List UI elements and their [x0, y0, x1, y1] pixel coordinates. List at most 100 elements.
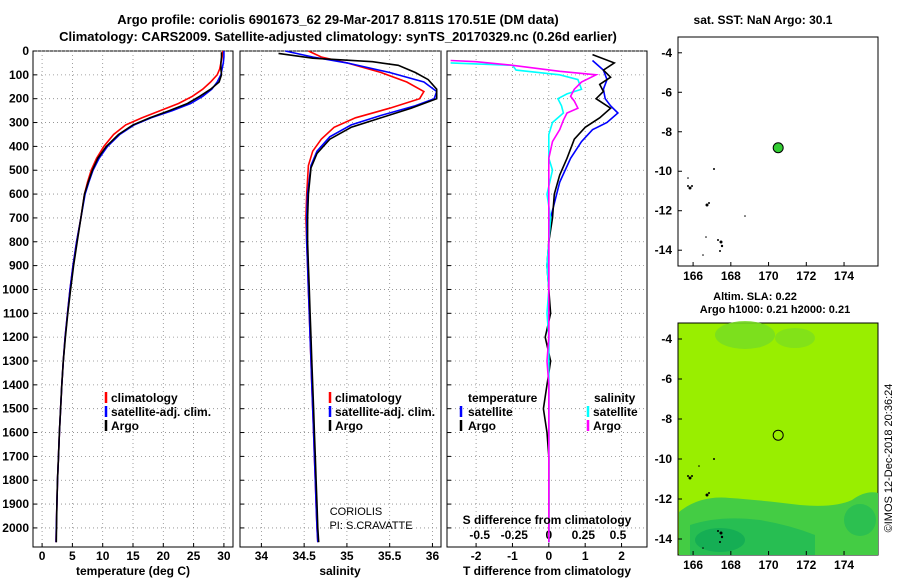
legend-climatology-label: climatology [111, 391, 178, 405]
depth-axis: 0 100 200 300 400 500 600 700 800 900 1000 1100 1200… [2, 44, 29, 535]
temperature-tick-label: 25 [187, 549, 201, 563]
temperature-tick-label: 10 [96, 549, 110, 563]
legend-argo-label: Argo [111, 419, 139, 433]
depth-tick-label: 400 [9, 139, 29, 153]
salinity-diff-tick-label: 0.25 [572, 528, 596, 542]
sla-field-patches [679, 321, 878, 555]
sla-map-axes: 166 168 170 172 174 -4 -6 -8 -10 -12 -14 [655, 332, 855, 572]
salinity-annotation-line1: CORIOLIS [330, 506, 383, 518]
latitude-tick-label: -6 [661, 372, 672, 386]
depth-tick-label: 300 [9, 116, 29, 130]
difference-temperature-legend: temperature satellite Argo [459, 391, 538, 433]
sla-map-islands [687, 458, 724, 549]
depth-tick-label: 1900 [2, 497, 29, 511]
latitude-tick-label: -10 [655, 164, 673, 178]
legend-satellite-label: satellite-adj. clim. [111, 405, 211, 419]
salinity-diff-tick-label: -0.5 [469, 528, 490, 542]
depth-tick-label: 700 [9, 211, 29, 225]
legend-salinity-header: salinity [594, 391, 636, 405]
temperature-lines [55, 50, 225, 543]
figure-title-line2: Climatology: CARS2009. Satellite-adjuste… [59, 29, 617, 44]
longitude-tick-label: 168 [721, 558, 741, 572]
latitude-tick-label: -14 [655, 532, 673, 546]
legend-sal-argo-label: Argo [593, 419, 621, 433]
longitude-tick-label: 166 [683, 269, 703, 283]
sst-map-panel: sat. SST: NaN Argo: 30.1 166 168 170 172 174… [655, 13, 879, 283]
legend-temperature-header: temperature [468, 391, 538, 405]
sst-map-islands [687, 168, 746, 256]
difference-x-axis: -2 -1 0 1 2-0.5 -0.25 0 0.25 0.5 [469, 528, 626, 563]
depth-tick-label: 200 [9, 92, 29, 106]
longitude-tick-label: 172 [796, 558, 816, 572]
temperature-tick-label: 15 [126, 549, 140, 563]
temperature-panel: 0100200300400500600700800900100011001200… [2, 44, 234, 578]
temperature-tick-label: 5 [69, 549, 76, 563]
longitude-tick-label: 170 [759, 558, 779, 572]
salinity-diff-tick-label: -0.25 [501, 528, 529, 542]
depth-tick-label: 100 [9, 68, 29, 82]
salinity-x-axis: 34 34.5 35 35.5 36 [255, 543, 439, 563]
salinity-annotation-line2: PI: S.CRAVATTE [329, 520, 412, 532]
latitude-tick-label: -6 [661, 85, 672, 99]
legend-argo-label: Argo [335, 419, 363, 433]
latitude-tick-label: -4 [661, 46, 672, 60]
depth-tick-label: 1500 [2, 402, 29, 416]
temperature-tick-label: 30 [217, 549, 231, 563]
difference-salinity-legend: salinity satellite Argo [586, 391, 638, 433]
depth-tick-label: 600 [9, 187, 29, 201]
series-line-argo [278, 52, 438, 543]
salinity-xlabel: salinity [319, 564, 361, 578]
longitude-tick-label: 168 [721, 269, 741, 283]
difference-lines [450, 53, 620, 543]
latitude-tick-label: -12 [655, 204, 673, 218]
longitude-tick-label: 170 [759, 269, 779, 283]
salinity-tick-label: 35.5 [378, 549, 402, 563]
depth-tick-label: 1700 [2, 449, 29, 463]
depth-tick-label: 1800 [2, 473, 29, 487]
legend-satellite-label: satellite-adj. clim. [335, 405, 435, 419]
difference-tick-label: 0 [545, 549, 552, 563]
legend-climatology-label: climatology [335, 391, 402, 405]
sla-map-title-line1: Altim. SLA: 0.22 [713, 291, 797, 303]
temperature-tick-label: 0 [39, 549, 46, 563]
salinity-legend: climatology satellite-adj. clim. Argo [328, 391, 435, 433]
latitude-tick-label: -14 [655, 243, 673, 257]
temperature-legend: climatology satellite-adj. clim. Argo [104, 391, 211, 433]
longitude-tick-label: 166 [683, 558, 703, 572]
salinity-tick-label: 35 [340, 549, 354, 563]
legend-sal-satellite-label: satellite [593, 405, 638, 419]
longitude-tick-label: 172 [796, 269, 816, 283]
difference-grid [447, 50, 647, 547]
figure-title-line1: Argo profile: coriolis 6901673_62 29-Mar… [117, 12, 559, 27]
series-line-satellite-adj-clim- [285, 50, 438, 543]
latitude-tick-label: -8 [661, 125, 672, 139]
depth-tick-label: 1100 [3, 306, 29, 320]
latitude-tick-label: -4 [661, 332, 672, 346]
latitude-tick-label: -10 [655, 452, 673, 466]
sla-map-panel: Altim. SLA: 0.22 Argo h1000: 0.21 h2000:… [655, 291, 879, 572]
depth-tick-label: 500 [9, 163, 29, 177]
depth-tick-label: 1300 [2, 354, 29, 368]
series-line-argo [55, 52, 223, 543]
salinity-lines [278, 50, 438, 543]
series-line-salinity-argo [450, 59, 599, 543]
difference-top-xlabel: S difference from climatology [463, 513, 632, 527]
depth-tick-label: 2000 [2, 521, 29, 535]
depth-tick-label: 1400 [2, 378, 29, 392]
temperature-xlabel: temperature (deg C) [76, 564, 190, 578]
sla-map-title-line2: Argo h1000: 0.21 h2000: 0.21 [700, 304, 850, 316]
latitude-tick-label: -8 [661, 412, 672, 426]
difference-tick-label: 2 [618, 549, 625, 563]
temperature-grid [33, 50, 233, 547]
imos-credit: ©IMOS 12-Dec-2018 20:36:24 [883, 384, 895, 533]
temperature-tick-label: 20 [157, 549, 171, 563]
sst-map-title: sat. SST: NaN Argo: 30.1 [694, 13, 833, 27]
salinity-tick-label: 34.5 [292, 549, 316, 563]
depth-tick-label: 800 [9, 235, 29, 249]
salinity-grid [240, 50, 441, 547]
series-line-temperature-argo [542, 53, 617, 543]
difference-panel: -2 -1 0 1 2-0.5 -0.25 0 0.25 0.5 temperature sat… [446, 50, 648, 578]
float-position-marker [772, 429, 784, 441]
